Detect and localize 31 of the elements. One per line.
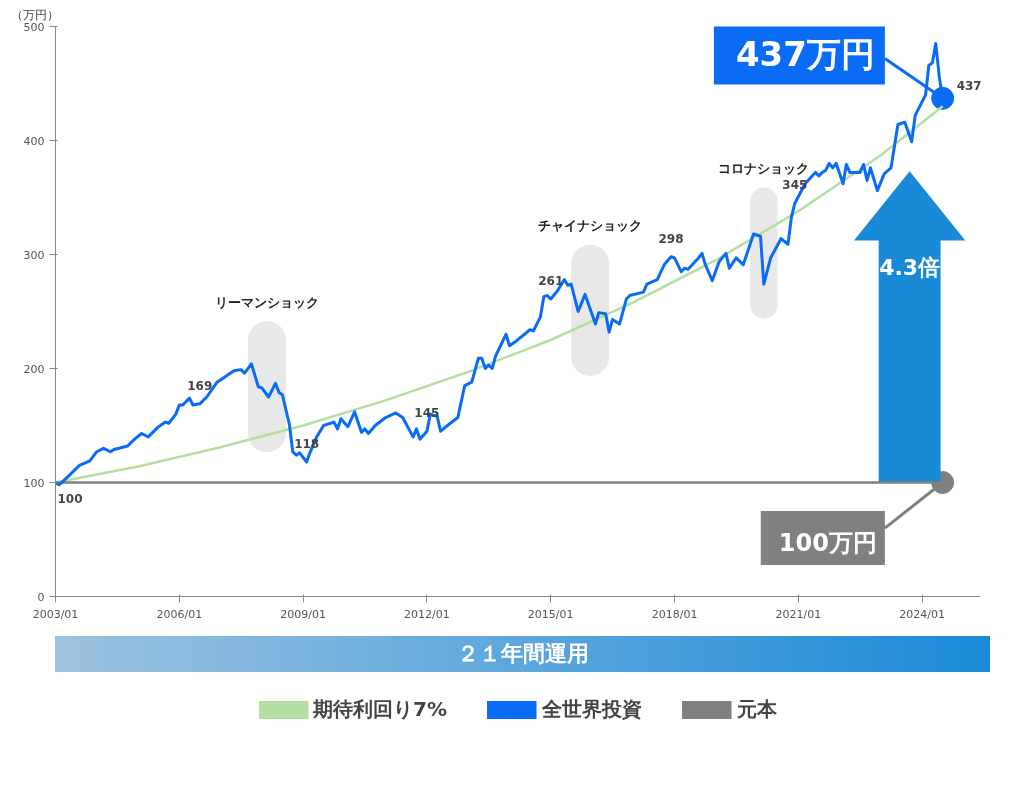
x-tick-label: 2021/01 — [775, 607, 822, 621]
data-label: 298 — [658, 231, 684, 246]
annotation: 100万円 — [778, 529, 877, 558]
y-tick-label: 100 — [23, 476, 45, 490]
data-label: 261 — [538, 273, 564, 288]
x-tick-label: 2018/01 — [651, 607, 698, 621]
legend-label: 期待利回り7% — [313, 695, 447, 723]
x-tick-label: 2006/01 — [156, 607, 203, 621]
annotation: 4.3倍 — [879, 254, 941, 280]
data-label: 100 — [57, 491, 83, 506]
data-label: 169 — [187, 378, 213, 393]
x-tick-label: 2024/01 — [899, 607, 945, 621]
band-label: リーマンショック — [214, 294, 319, 310]
x-tick-label: 2015/01 — [527, 607, 574, 621]
y-tick-label: 200 — [23, 362, 45, 376]
y-axis-title: （万円） — [10, 7, 59, 22]
y-tick-label: 300 — [23, 248, 45, 262]
y-tick-label: 0 — [37, 590, 45, 604]
band-label: チャイナショック — [538, 218, 643, 234]
y-tick-label: 400 — [23, 134, 45, 148]
legend-label: 元本 — [736, 695, 777, 723]
band-label: コロナショック — [718, 161, 810, 177]
x-tick-label: 2012/01 — [404, 607, 450, 621]
data-label: 145 — [414, 406, 440, 421]
legend-label: 全世界投資 — [541, 695, 642, 723]
text: ２１年間運用 — [55, 636, 990, 672]
x-tick-label: 2009/01 — [280, 607, 327, 621]
annotation: 437万円 — [735, 34, 875, 75]
x-tick-label: 2003/01 — [32, 607, 79, 621]
data-label: 437 — [956, 79, 982, 94]
y-tick-label: 500 — [23, 20, 45, 34]
